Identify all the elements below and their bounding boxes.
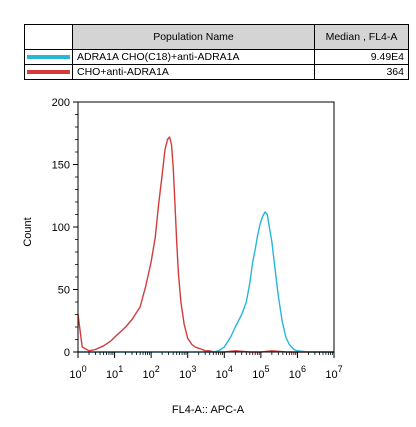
y-tick-label: 50	[58, 285, 70, 297]
y-axis-label: Count	[22, 217, 34, 246]
x-axis-label: FL4-A:: APC-A	[172, 404, 245, 416]
x-tick-label: 106	[289, 364, 306, 381]
y-tick-label: 0	[64, 347, 70, 359]
legend-swatch-cyan	[27, 55, 70, 59]
x-tick-label: 104	[216, 364, 233, 381]
x-tick-label: 107	[325, 364, 342, 381]
y-tick-label: 150	[52, 160, 70, 172]
median-value: 364	[314, 64, 409, 80]
x-tick-label: 101	[106, 364, 123, 381]
y-tick-label: 200	[52, 97, 70, 109]
swatch-column-header	[24, 24, 73, 50]
x-tick-label: 105	[252, 364, 269, 381]
series-line-cyan	[78, 211, 334, 353]
plot-frame	[77, 101, 335, 353]
series-line-red	[77, 136, 334, 353]
median-header: Median , FL4-A	[314, 24, 409, 50]
y-tick-label: 100	[52, 222, 70, 234]
legend-swatch-cell	[24, 64, 73, 80]
median-value: 9.49E4	[314, 49, 409, 65]
population-legend-table: Population Name Median , FL4-A ADRA1A CH…	[24, 24, 409, 80]
legend-swatch-red	[27, 70, 70, 74]
x-tick-label: 102	[143, 364, 160, 381]
legend-row: CHO+anti-ADRA1A 364	[24, 64, 409, 80]
x-tick-label: 103	[179, 364, 196, 381]
x-tick-label: 100	[69, 364, 86, 381]
population-name: CHO+anti-ADRA1A	[72, 64, 315, 80]
